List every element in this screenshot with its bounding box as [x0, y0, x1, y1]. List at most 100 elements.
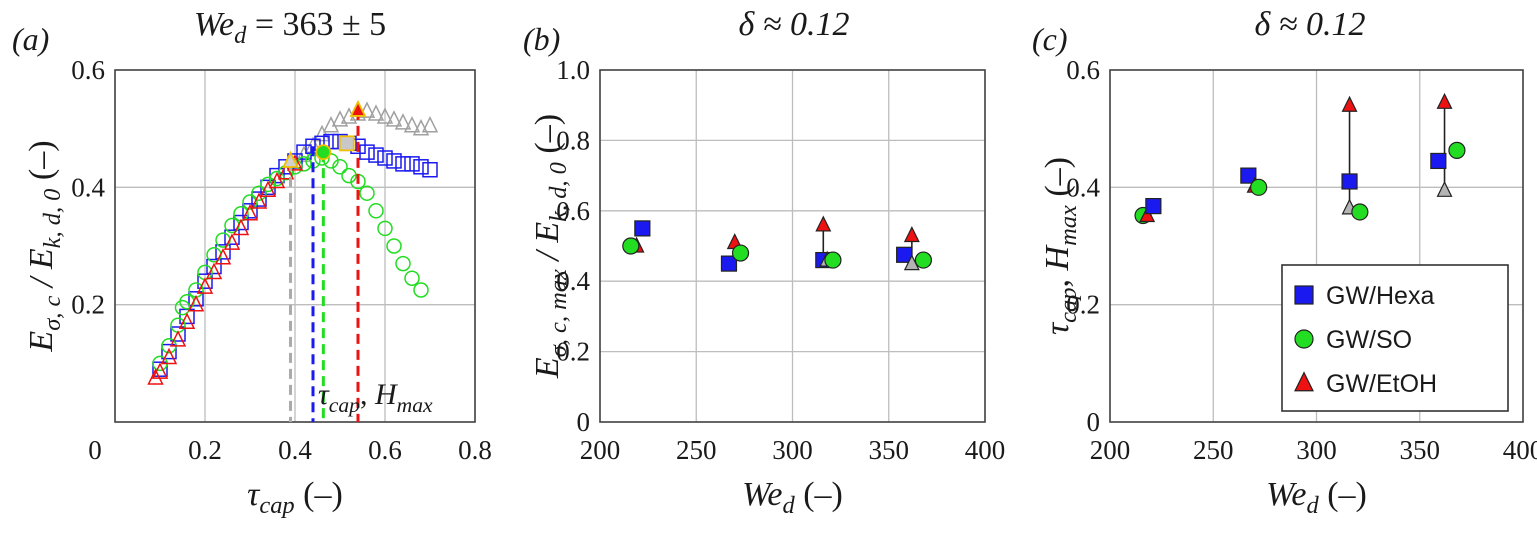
x-tick-label: 400 [965, 435, 1006, 465]
chart-title-lead: δ ≈ 0.12 [1255, 6, 1366, 43]
y-axis-label: τcap, Hmax (–) [1039, 157, 1082, 335]
data-point-gw-so [1351, 203, 1369, 221]
x-tick-label: 200 [580, 435, 621, 465]
data-point-gw-etoh [1436, 92, 1453, 109]
y-axis-label-lead: τ [1039, 321, 1076, 335]
legend-label: GW/EtOH [1326, 370, 1437, 398]
data-point-gw-etoh-gray [1436, 180, 1453, 197]
x-axis-label-lead: We [1266, 476, 1306, 513]
data-point-gw-hexa [634, 220, 651, 237]
data-point [331, 110, 349, 127]
y-tick-label: 0.6 [1066, 55, 1100, 85]
x-tick-label: 350 [869, 435, 910, 465]
data-point [161, 343, 177, 360]
data-point [251, 191, 267, 207]
x-axis-label-sub: d [1306, 492, 1319, 519]
data-point-gw-so [914, 251, 933, 269]
y-tick-label: 0.4 [71, 172, 105, 202]
data-point [422, 161, 438, 178]
plot-frame [114, 69, 476, 423]
data-point [187, 294, 205, 312]
y-axis-label-rest: , [1039, 270, 1076, 287]
data-point-gw-so [824, 251, 842, 269]
data-point [404, 270, 420, 287]
data-point [147, 368, 164, 385]
y-tick-label: 1.0 [556, 55, 590, 85]
data-point-gw-hexa [1430, 152, 1447, 170]
data-point [341, 167, 357, 184]
data-point [259, 180, 277, 198]
chart-title-sub: d [234, 22, 247, 49]
data-point [242, 194, 258, 210]
x-tick-label: 0 [88, 435, 102, 465]
y-axis-label-sub2: k, d, 0 [39, 189, 66, 249]
hmax-highlight-marker [349, 99, 367, 117]
data-point [376, 107, 394, 124]
tau-cap-annotation-lead2: H [374, 378, 399, 411]
tau-cap-annotation-lead: τ [318, 378, 330, 411]
legend-label: GW/Hexa [1326, 282, 1434, 310]
data-point [386, 238, 402, 254]
x-tick-label: 300 [1296, 435, 1337, 465]
data-point [413, 282, 429, 298]
legend-label: GW/SO [1326, 326, 1412, 354]
y-axis-label-sub2: k, d, 0 [545, 162, 572, 222]
data-point [233, 214, 249, 231]
y-axis-label-rest2: (–) [1039, 157, 1076, 205]
data-point [404, 156, 420, 172]
x-tick-label: 0.8 [458, 435, 492, 465]
data-point-gw-hexa [720, 255, 738, 272]
data-point [170, 317, 186, 333]
panel-c: 200 250 300 350 400 0 0.2 0.4 0.6(c) δ ≈ 0.12 Wed … [1032, 6, 1537, 519]
data-point [313, 124, 331, 142]
data-point [385, 110, 403, 127]
y-axis-label-sub: cap [1055, 287, 1082, 322]
x-tick-label: 300 [772, 435, 813, 465]
data-point [367, 104, 385, 121]
grid-lines [114, 69, 476, 423]
data-point [395, 156, 411, 172]
data-point [260, 176, 276, 193]
y-axis-label: Eσ, c, max / Ek, d, 0 (–) [529, 114, 572, 379]
tau-cap-annotation-sub: cap [329, 393, 360, 417]
y-tick-label: 0.8 [556, 125, 590, 155]
data-point [224, 229, 240, 245]
hmax-highlight-marker [282, 150, 299, 168]
data-point [358, 101, 376, 118]
tau-cap-annotation-rest: , [360, 378, 375, 411]
x-axis-label-sub: cap [259, 492, 294, 519]
data-point [421, 115, 439, 133]
data-point [188, 282, 204, 298]
y-axis-label: Eσ, c / Ek, d, 0 (–) [23, 140, 66, 352]
plot-area [1134, 92, 1466, 225]
y-tick-label: 0.2 [1066, 290, 1100, 320]
data-point [413, 159, 429, 175]
hmax-highlight-marker [338, 135, 355, 152]
x-tick-label: 350 [1400, 435, 1441, 465]
y-axis-label-sub: σ, c [39, 295, 66, 330]
data-point [268, 171, 286, 189]
data-point-gw-etoh [1139, 206, 1156, 223]
data-point [152, 361, 168, 377]
legend-marker [1294, 285, 1314, 305]
x-axis-label-rest: (–) [1319, 476, 1367, 513]
grid-lines [599, 69, 986, 423]
chart-title-lead: δ ≈ 0.12 [739, 6, 850, 43]
data-point-gw-etoh [903, 226, 920, 243]
legend-marker [1294, 329, 1314, 349]
data-point [205, 262, 223, 280]
x-tick-label: 250 [676, 435, 717, 465]
data-point-gw-hexa [1145, 198, 1162, 215]
data-point [223, 233, 241, 250]
data-point [394, 113, 412, 130]
data-point [151, 362, 169, 379]
x-tick-label: 200 [1090, 435, 1131, 465]
data-point [178, 312, 196, 330]
x-axis-label-sub: d [782, 492, 795, 519]
plot-frame [1109, 69, 1524, 423]
legend-box [1281, 264, 1509, 412]
chart-title: δ ≈ 0.12 [1255, 6, 1366, 43]
x-tick-label: 400 [1503, 435, 1537, 465]
panel-b: 200 250 300 350 400 0 0.2 0.4 0.6 0.8 1.0(b) δ ≈ 0.… [523, 6, 1005, 519]
